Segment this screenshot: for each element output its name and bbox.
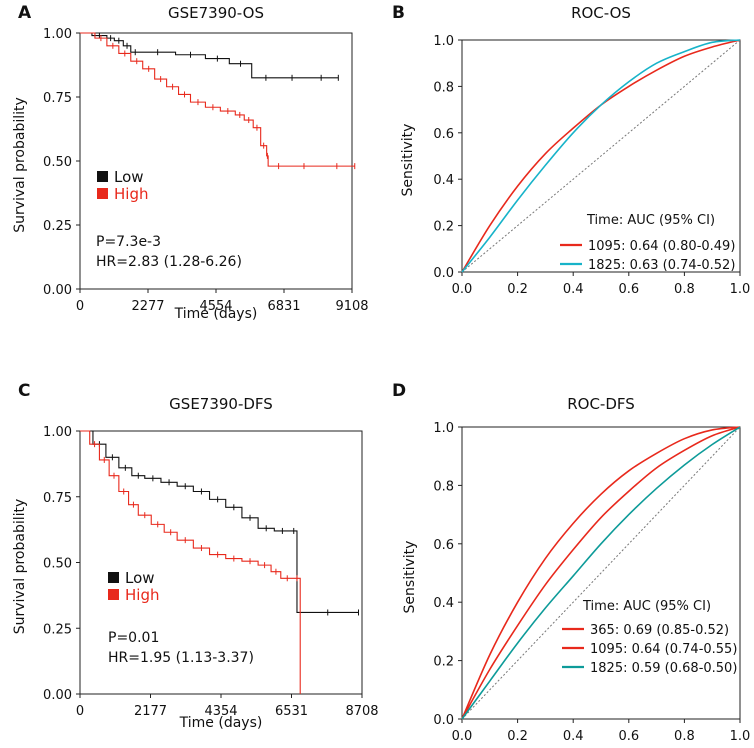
- legend-title: Time: AUC (95% CI): [586, 213, 715, 228]
- y-tick-label: 0.8: [433, 479, 454, 494]
- x-axis-label: Time (days): [174, 306, 258, 322]
- x-tick-label: 6831: [267, 299, 300, 314]
- y-tick-label: 0.75: [43, 491, 72, 506]
- panel-letter: D: [392, 381, 406, 401]
- legend-title: Time: AUC (95% CI): [582, 599, 711, 614]
- legend-entry: 1095: 0.64 (0.80-0.49): [588, 239, 735, 254]
- plot-frame: [461, 426, 741, 720]
- x-tick-label: 0.0: [452, 282, 473, 297]
- legend-entry: 1825: 0.63 (0.74-0.52): [588, 258, 735, 273]
- chart-title: GSE7390-DFS: [169, 395, 273, 413]
- x-tick-label: 9108: [335, 299, 368, 314]
- hazard-ratio: HR=1.95 (1.13-3.37): [108, 650, 254, 666]
- y-tick-label: 0.00: [43, 283, 72, 298]
- plot-frame: [79, 32, 353, 290]
- km-curve: [80, 430, 359, 614]
- y-tick-label: 0.0: [433, 266, 454, 281]
- y-tick-label: 1.00: [43, 425, 72, 440]
- y-tick-label: 0.00: [43, 688, 72, 703]
- y-tick-label: 0.6: [433, 127, 454, 142]
- x-axis-label: Time (days): [179, 715, 263, 731]
- x-tick-label: 1.0: [730, 729, 751, 744]
- x-tick-label: 0.6: [618, 729, 639, 744]
- hazard-ratio: HR=2.83 (1.28-6.26): [96, 254, 242, 270]
- y-axis-label: Survival probability: [12, 97, 28, 233]
- y-axis-label: Sensitivity: [400, 124, 416, 197]
- legend-entry: High: [114, 185, 148, 203]
- y-tick-label: 1.0: [433, 34, 454, 49]
- x-tick-label: 8708: [345, 704, 378, 719]
- x-tick-label: 4354: [204, 704, 237, 719]
- x-tick-label: 0.2: [507, 729, 528, 744]
- x-tick-label: 0.2: [507, 282, 528, 297]
- y-tick-label: 0.8: [433, 80, 454, 95]
- panel-letter: B: [392, 3, 405, 23]
- y-tick-label: 0.25: [43, 219, 72, 234]
- x-tick-label: 0.0: [452, 729, 473, 744]
- y-tick-label: 0.75: [43, 91, 72, 106]
- x-tick-label: 4554: [199, 299, 232, 314]
- y-tick-label: 0.4: [433, 173, 454, 188]
- legend-entry: 1825: 0.59 (0.68-0.50): [590, 661, 737, 676]
- panel-letter: A: [18, 3, 32, 23]
- legend-entry: 365: 0.69 (0.85-0.52): [590, 623, 729, 638]
- y-tick-label: 0.50: [43, 155, 72, 170]
- km-curve: [80, 32, 339, 79]
- x-tick-label: 2277: [131, 299, 164, 314]
- panel-b: B ROC-OS 0.0 0.2 0.4 0.6 0.8 1.0 0.0 0.2 0.4 0.6 0.8…: [392, 3, 750, 297]
- reference-diagonal: [461, 426, 741, 720]
- x-tick-label: 0.4: [563, 729, 584, 744]
- panel-a: A GSE7390-OS 0.00 0.25 0.50 0.75 1.00 0 2277 4554…: [12, 3, 369, 322]
- x-tick-label: 0.4: [563, 282, 584, 297]
- legend-entry: High: [125, 586, 159, 604]
- y-tick-label: 0.0: [433, 713, 454, 728]
- y-tick-label: 0.6: [433, 538, 454, 553]
- y-tick-label: 0.50: [43, 557, 72, 572]
- roc-curve: [461, 426, 741, 720]
- p-value: P=7.3e-3: [96, 234, 161, 250]
- x-tick-label: 0.6: [618, 282, 639, 297]
- legend-swatch: [97, 188, 108, 199]
- legend-entry: Low: [125, 569, 155, 587]
- y-tick-label: 1.0: [433, 421, 454, 436]
- panel-letter: C: [18, 381, 30, 401]
- p-value: P=0.01: [108, 630, 159, 646]
- y-tick-label: 1.00: [43, 27, 72, 42]
- chart-title: ROC-OS: [571, 4, 631, 22]
- chart-title: GSE7390-OS: [168, 4, 264, 22]
- x-tick-label: 2177: [134, 704, 167, 719]
- x-tick-label: 1.0: [730, 282, 751, 297]
- legend-swatch: [97, 171, 108, 182]
- panel-d: D ROC-DFS 0.0 0.2 0.4 0.6 0.8 1.0 0.0 0.2 0.4 0.6 0.…: [392, 381, 750, 744]
- y-tick-label: 0.25: [43, 622, 72, 637]
- y-axis-label: Survival probability: [12, 499, 28, 635]
- legend-entry: 1095: 0.64 (0.74-0.55): [590, 642, 737, 657]
- y-tick-label: 0.4: [433, 596, 454, 611]
- roc-curve: [461, 426, 741, 720]
- legend-entry: Low: [114, 168, 144, 186]
- y-axis-label: Sensitivity: [402, 541, 418, 614]
- roc-curve: [461, 39, 741, 273]
- km-curve: [80, 32, 355, 167]
- x-tick-label: 0: [76, 299, 84, 314]
- x-tick-label: 0.8: [674, 729, 695, 744]
- x-tick-label: 0.8: [674, 282, 695, 297]
- y-tick-label: 0.2: [433, 655, 454, 670]
- chart-title: ROC-DFS: [567, 395, 635, 413]
- legend-swatch: [108, 572, 119, 583]
- y-tick-label: 0.2: [433, 220, 454, 235]
- km-curve: [80, 430, 301, 694]
- roc-curve: [461, 426, 741, 720]
- reference-diagonal: [461, 39, 741, 273]
- x-tick-label: 0: [76, 704, 84, 719]
- x-tick-label: 6531: [275, 704, 308, 719]
- legend-swatch: [108, 589, 119, 600]
- plot-frame: [461, 39, 741, 273]
- panel-c: C GSE7390-DFS 0.00 0.25 0.50 0.75 1.00 0 2177 435…: [12, 381, 379, 731]
